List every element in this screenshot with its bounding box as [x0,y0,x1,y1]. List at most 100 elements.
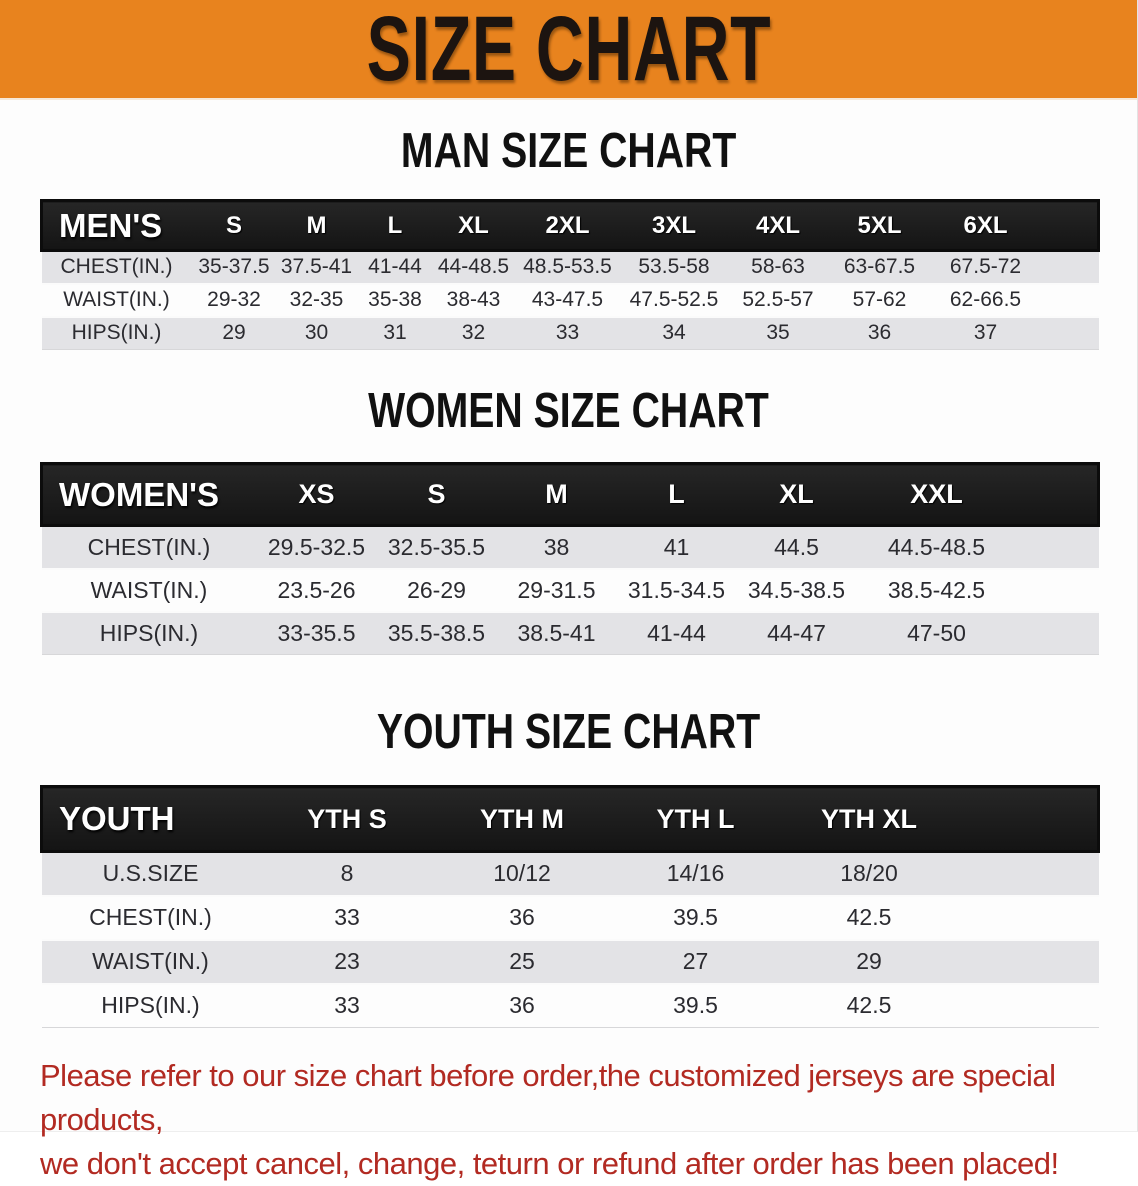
youth-col-xl: YTH XL [781,785,957,853]
measure-cell: 36 [434,983,610,1028]
men-table-label: MEN'S [40,199,192,252]
row-label: HIPS(IN.) [41,983,260,1028]
measure-cell: 42.5 [781,895,957,941]
measure-cell: 25 [434,939,610,985]
measure-cell: 34 [621,316,727,350]
youth-table-label: YOUTH [40,785,260,853]
women-col-xl: XL [736,462,857,527]
youth-col-m: YTH M [434,785,610,853]
youth-header-row: YOUTH YTH S YTH M YTH L YTH XL [40,785,1100,853]
youth-col-s: YTH S [259,785,435,853]
spacer-cell [1016,611,1099,655]
youth-col-l: YTH L [609,785,782,853]
measure-cell: 37 [929,316,1042,350]
men-header-row: MEN'S S M L XL 2XL 3XL 4XL 5XL 6XL [40,199,1100,252]
row-label: CHEST(IN.) [41,895,260,941]
spacer-cell [956,939,1099,985]
men-chest-row: CHEST(IN.) 35-37.5 37.5-41 41-44 44-48.5… [41,250,1099,285]
men-section-heading: MAN SIZE CHART [400,124,737,178]
measure-cell: 26-29 [376,568,497,613]
measure-cell: 39.5 [609,895,782,941]
measure-cell: 29-31.5 [496,568,617,613]
measure-cell: 37.5-41 [276,250,357,285]
women-waist-row: WAIST(IN.) 23.5-26 26-29 29-31.5 31.5-34… [41,568,1099,613]
measure-cell: 29-32 [191,283,277,318]
measure-cell: 62-66.5 [929,283,1042,318]
men-col-xl: XL [433,199,514,252]
row-label: HIPS(IN.) [41,316,192,350]
spacer-cell [956,895,1099,941]
measure-cell: 36 [829,316,930,350]
measure-cell: 35 [726,316,830,350]
men-section-heading-wrap: MAN SIZE CHART [0,127,1137,176]
youth-ussize-row: U.S.SIZE 8 10/12 14/16 18/20 [41,851,1099,897]
measure-cell: 48.5-53.5 [513,250,622,285]
men-col-m: M [276,199,357,252]
row-label: WAIST(IN.) [41,568,257,613]
youth-hips-row: HIPS(IN.) 33 36 39.5 42.5 [41,983,1099,1028]
men-size-table: MEN'S S M L XL 2XL 3XL 4XL 5XL 6XL CHEST… [40,199,1100,350]
measure-cell: 29.5-32.5 [256,525,377,570]
youth-section-heading-wrap: YOUTH SIZE CHART [0,708,1137,757]
women-col-s: S [376,462,497,527]
measure-cell: 38.5-42.5 [856,568,1017,613]
men-col-3xl: 3XL [621,199,727,252]
measure-cell: 8 [259,851,435,897]
spacer-cell [1041,250,1099,285]
women-col-m: M [496,462,617,527]
measure-cell: 18/20 [781,851,957,897]
banner: SIZE CHART [0,0,1137,100]
measure-cell: 53.5-58 [621,250,727,285]
women-section-heading: WOMEN SIZE CHART [368,384,769,438]
women-chest-row: CHEST(IN.) 29.5-32.5 32.5-35.5 38 41 44.… [41,525,1099,570]
measure-cell: 35.5-38.5 [376,611,497,655]
measure-cell: 44.5-48.5 [856,525,1017,570]
disclaimer-note: Please refer to our size chart before or… [40,1054,1117,1186]
spacer-cell [956,785,1100,853]
men-col-5xl: 5XL [829,199,930,252]
measure-cell: 33 [259,983,435,1028]
row-label: HIPS(IN.) [41,611,257,655]
spacer-cell [1016,525,1099,570]
measure-cell: 44.5 [736,525,857,570]
measure-cell: 41 [616,525,737,570]
men-col-4xl: 4XL [726,199,830,252]
measure-cell: 30 [276,316,357,350]
women-header-row: WOMEN'S XS S M L XL XXL [40,462,1100,527]
youth-waist-row: WAIST(IN.) 23 25 27 29 [41,939,1099,985]
row-label: WAIST(IN.) [41,939,260,985]
disclaimer-line-2: we don't accept cancel, change, teturn o… [40,1146,1059,1182]
measure-cell: 32-35 [276,283,357,318]
measure-cell: 47-50 [856,611,1017,655]
measure-cell: 47.5-52.5 [621,283,727,318]
measure-cell: 33-35.5 [256,611,377,655]
measure-cell: 63-67.5 [829,250,930,285]
measure-cell: 29 [191,316,277,350]
measure-cell: 10/12 [434,851,610,897]
measure-cell: 32.5-35.5 [376,525,497,570]
measure-cell: 43-47.5 [513,283,622,318]
women-hips-row: HIPS(IN.) 33-35.5 35.5-38.5 38.5-41 41-4… [41,611,1099,655]
youth-chest-row: CHEST(IN.) 33 36 39.5 42.5 [41,895,1099,941]
spacer-cell [1041,199,1100,252]
row-label: WAIST(IN.) [41,283,192,318]
women-col-xs: XS [256,462,377,527]
women-col-l: L [616,462,737,527]
measure-cell: 44-47 [736,611,857,655]
measure-cell: 58-63 [726,250,830,285]
measure-cell: 52.5-57 [726,283,830,318]
measure-cell: 38-43 [433,283,514,318]
measure-cell: 14/16 [609,851,782,897]
spacer-cell [956,983,1099,1028]
measure-cell: 41-44 [616,611,737,655]
spacer-cell [1041,283,1099,318]
measure-cell: 27 [609,939,782,985]
row-label: CHEST(IN.) [41,525,257,570]
row-label: U.S.SIZE [41,851,260,897]
men-waist-row: WAIST(IN.) 29-32 32-35 35-38 38-43 43-47… [41,283,1099,318]
men-col-s: S [191,199,277,252]
row-label: CHEST(IN.) [41,250,192,285]
measure-cell: 67.5-72 [929,250,1042,285]
measure-cell: 57-62 [829,283,930,318]
